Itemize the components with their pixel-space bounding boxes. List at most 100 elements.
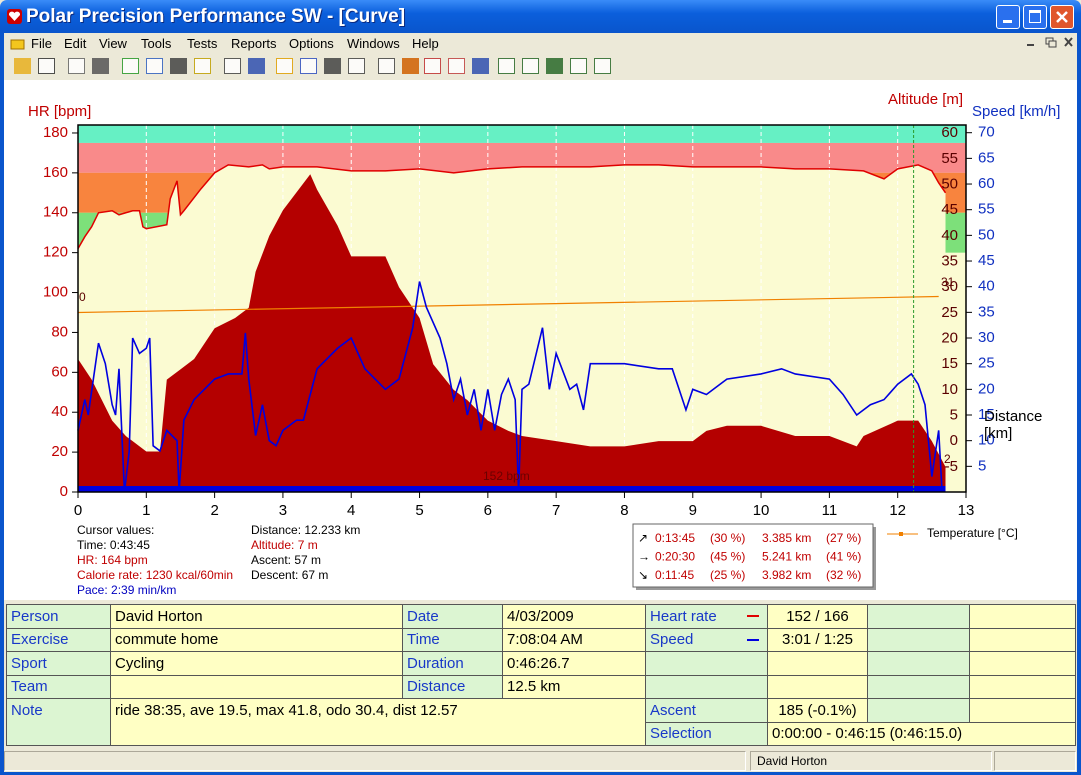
y2-tick-label: 50 (941, 176, 958, 193)
toolbar-button[interactable] (68, 58, 85, 74)
toolbar-button[interactable] (546, 58, 563, 74)
cursor-value: Ascent: 57 m (251, 553, 321, 567)
toolbar-button[interactable] (472, 58, 489, 74)
y3-tick-label: 45 (978, 252, 995, 269)
empty-cell (867, 698, 970, 723)
scale-mark: 0 (79, 290, 86, 304)
menu-item[interactable]: View (99, 36, 127, 51)
y-tick-label: 140 (43, 204, 68, 221)
toolbar-button[interactable] (522, 58, 539, 74)
toolbar-button[interactable] (300, 58, 317, 74)
value: 0:00:00 - 0:46:15 (0:46:15.0) (767, 721, 1076, 746)
menu-item[interactable]: Edit (64, 36, 87, 51)
x-tick-label: 2 (210, 502, 218, 519)
y3-tick-label: 55 (978, 201, 995, 218)
toolbar-button[interactable] (38, 58, 55, 74)
value: 0:46:26.7 (502, 651, 646, 676)
toolbar-button[interactable] (570, 58, 587, 74)
label: Date (402, 604, 503, 629)
toolbar-button[interactable] (348, 58, 365, 74)
toolbar-button[interactable] (194, 58, 211, 74)
toolbar-button[interactable] (276, 58, 293, 74)
info-table: Person David Horton Date 4/03/2009 Heart rat… (6, 604, 1076, 746)
value: 12.5 km (502, 674, 646, 699)
y3-tick-label: 35 (978, 303, 995, 320)
x-tick-label: 0 (74, 502, 82, 519)
maximize-button[interactable] (1023, 5, 1047, 29)
toolbar-button[interactable] (224, 58, 241, 74)
cursor-value: Time: 0:43:45 (77, 538, 150, 552)
label: Person (6, 604, 111, 629)
y3-tick-label: 15 (978, 406, 995, 423)
y-tick-label: 60 (51, 363, 68, 380)
summary-box (632, 523, 874, 588)
menu-item[interactable]: File (31, 36, 52, 51)
legend-label: Temperature [°C] (927, 526, 1018, 540)
y2-tick-label: 15 (941, 355, 958, 372)
toolbar-button[interactable] (402, 58, 419, 74)
x-tick-label: 9 (689, 502, 697, 519)
label: Team (6, 674, 111, 699)
menu-item[interactable]: Tests (187, 36, 218, 51)
empty-cell (969, 604, 1076, 629)
summary-cell: → (638, 550, 650, 564)
menu-item[interactable]: Tools (141, 36, 172, 51)
hr-line (77, 164, 947, 250)
label: Ascent (645, 698, 768, 723)
y2-tick-label: 10 (941, 381, 958, 398)
y3-tick-label: 50 (978, 226, 995, 243)
toolbar-button[interactable] (248, 58, 265, 74)
summary-cell: (25 %) (710, 568, 745, 582)
toolbar-button[interactable] (146, 58, 163, 74)
summary-cell: (41 %) (826, 550, 861, 564)
toolbar-button[interactable] (14, 58, 31, 74)
value: 3:01 / 1:25 (767, 627, 868, 652)
label: Selection (645, 721, 768, 746)
toolbar-button[interactable] (424, 58, 441, 74)
frame-left (0, 33, 4, 775)
mdi-buttons[interactable] (1019, 33, 1079, 53)
x-tick-label: 4 (347, 502, 355, 519)
close-button[interactable] (1050, 5, 1074, 29)
toolbar-button[interactable] (92, 58, 109, 74)
toolbar-button[interactable] (378, 58, 395, 74)
value: 4/03/2009 (502, 604, 646, 629)
x-tick-label: 6 (484, 502, 492, 519)
menu-item[interactable]: Help (412, 36, 439, 51)
summary-cell: (27 %) (826, 531, 861, 545)
y2-tick-label: 25 (941, 304, 958, 321)
menu-item[interactable]: Windows (347, 36, 400, 51)
toolbar-button[interactable] (170, 58, 187, 74)
toolbar-button[interactable] (448, 58, 465, 74)
doc-icon (10, 39, 25, 50)
y3-tick-label: 10 (978, 432, 995, 449)
x-tick-label: 1 (142, 502, 150, 519)
cursor-value: Pace: 2:39 min/km (77, 583, 176, 597)
altitude-area (78, 174, 946, 493)
summary-cell: 0:11:45 (655, 568, 694, 582)
annotation: 152 bpm (483, 469, 530, 483)
toolbar-button[interactable] (594, 58, 611, 74)
empty-cell (969, 698, 1076, 723)
x-axis-title: Distance [km] (984, 408, 1043, 442)
toolbar-button[interactable] (324, 58, 341, 74)
minimize-button[interactable] (996, 5, 1020, 29)
value: 185 (-0.1%) (767, 698, 868, 723)
empty-cell (969, 651, 1076, 676)
cursor-value: Descent: 67 m (251, 568, 328, 582)
toolbar-button[interactable] (498, 58, 515, 74)
x-tick-label: 12 (889, 502, 906, 519)
summary-cell: (45 %) (710, 550, 745, 564)
empty-cell (110, 674, 403, 699)
value: ride 38:35, ave 19.5, max 41.8, odo 30.4… (110, 698, 646, 746)
empty-cell (767, 651, 868, 676)
menu-item[interactable]: Reports (231, 36, 277, 51)
menu-bar: File Edit View Tools Tests Reports Options Wind… (4, 33, 1077, 53)
empty-cell (645, 651, 768, 676)
status-user: David Horton (757, 754, 828, 768)
bottom-bar (78, 486, 946, 492)
menu-item[interactable]: Options (289, 36, 334, 51)
y3-tick-label: 65 (978, 149, 995, 166)
label: Speed (645, 627, 768, 652)
toolbar-button[interactable] (122, 58, 139, 74)
